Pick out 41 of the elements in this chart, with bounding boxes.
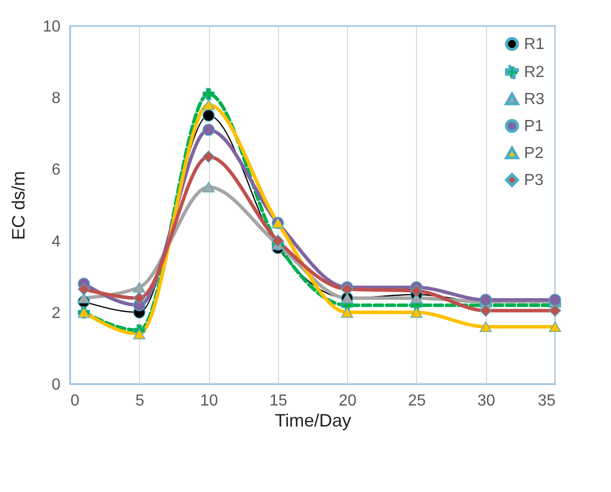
point xyxy=(202,99,215,110)
x-tick-label: 5 xyxy=(135,392,144,410)
y-tick-label: 2 xyxy=(52,304,61,322)
point xyxy=(202,182,215,192)
x-tick-label: 25 xyxy=(408,392,426,410)
point xyxy=(202,109,215,122)
y-axis-title: EC ds/m xyxy=(8,170,29,240)
x-axis-title: Time/Day xyxy=(274,410,352,430)
y-tick-label: 4 xyxy=(52,233,61,250)
point xyxy=(410,284,423,298)
y-tick-label: 8 xyxy=(52,90,61,108)
point xyxy=(548,304,562,317)
y-tick-label: 10 xyxy=(42,18,61,36)
x-tick-label: 15 xyxy=(269,392,288,410)
point xyxy=(480,321,492,332)
legend-label: P1 xyxy=(524,118,544,135)
y-tick-label: 0 xyxy=(52,376,61,394)
point xyxy=(410,307,423,318)
x-tick-label: 35 xyxy=(538,392,556,410)
point xyxy=(202,150,215,163)
x-tick-label: 20 xyxy=(338,392,357,410)
x-tick-label: 10 xyxy=(200,392,218,410)
y-tick-label: 6 xyxy=(52,162,61,179)
point xyxy=(133,282,146,293)
point xyxy=(78,283,90,296)
point xyxy=(133,328,146,340)
point xyxy=(133,292,146,304)
legend-label: P3 xyxy=(524,172,544,189)
point xyxy=(202,124,215,136)
x-tick-label: 0 xyxy=(70,392,80,410)
x-tick-label: 30 xyxy=(477,392,496,410)
legend-label: R1 xyxy=(524,36,545,53)
point xyxy=(202,88,215,100)
legend-label: P2 xyxy=(524,145,544,162)
point xyxy=(341,307,354,318)
legend-label: R2 xyxy=(524,64,545,81)
point xyxy=(78,292,90,304)
point xyxy=(548,321,562,332)
point xyxy=(272,234,284,247)
point xyxy=(480,304,492,317)
legend-label: R3 xyxy=(524,91,545,108)
